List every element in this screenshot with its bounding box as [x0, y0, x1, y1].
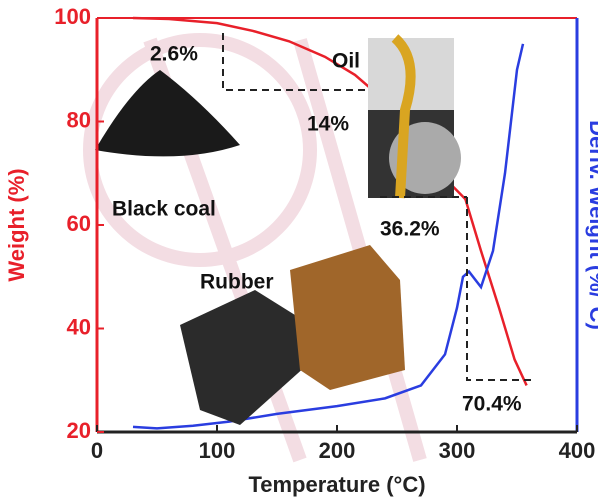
- x-tick-label: 200: [319, 438, 356, 463]
- x-tick-label: 300: [439, 438, 476, 463]
- annotation: 14%: [307, 113, 349, 136]
- y-tick-label: 60: [67, 211, 91, 236]
- x-tick-label: 400: [559, 438, 596, 463]
- coal-image: [95, 70, 240, 157]
- y-tick-label: 40: [67, 314, 91, 339]
- x-tick-label: 0: [91, 438, 103, 463]
- oil-tire-image: [368, 34, 461, 199]
- annotation: 70.4%: [462, 393, 522, 416]
- guide-line: [222, 33, 533, 381]
- y2-axis-label: Deriv. Weight (%/°C): [585, 120, 598, 330]
- x-axis-label: Temperature (°C): [248, 472, 425, 497]
- annotation: 36.2%: [380, 218, 440, 241]
- y-tick-label: 100: [54, 4, 91, 29]
- y-axis-label: Weight (%): [4, 168, 29, 281]
- y-tick-label: 20: [67, 418, 91, 443]
- annotation: Rubber: [200, 271, 274, 294]
- x-tick-label: 100: [199, 438, 236, 463]
- data-line: [132, 43, 525, 430]
- rubber-image: [180, 245, 405, 425]
- annotation: 2.6%: [150, 43, 198, 66]
- annotation: Oil: [332, 50, 360, 73]
- annotation: Black coal: [112, 198, 216, 221]
- y-tick-label: 80: [67, 107, 91, 132]
